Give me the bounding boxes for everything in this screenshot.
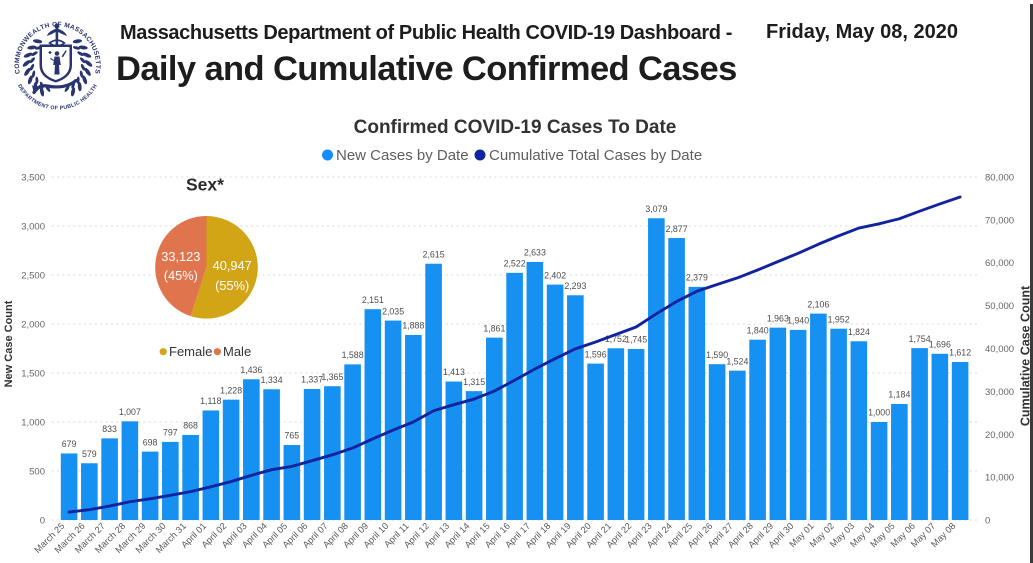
svg-text:1,184: 1,184 <box>888 390 910 400</box>
svg-text:1,500: 1,500 <box>21 369 45 380</box>
svg-text:868: 868 <box>183 421 198 431</box>
svg-text:30,000: 30,000 <box>985 387 1014 398</box>
svg-text:Cumulative Total Cases by Date: Cumulative Total Cases by Date <box>489 147 702 164</box>
svg-text:1,413: 1,413 <box>443 367 465 377</box>
svg-text:Confirmed COVID-19 Cases To Da: Confirmed COVID-19 Cases To Date <box>354 117 677 138</box>
svg-text:1,596: 1,596 <box>585 349 607 359</box>
svg-text:3,079: 3,079 <box>645 204 667 214</box>
svg-text:2,500: 2,500 <box>21 271 45 282</box>
svg-text:Sex*: Sex* <box>186 175 224 195</box>
svg-text:2,522: 2,522 <box>504 259 526 269</box>
svg-text:1,007: 1,007 <box>119 407 141 417</box>
svg-text:0: 0 <box>985 516 990 527</box>
svg-text:(55%): (55%) <box>215 278 249 293</box>
svg-text:New Cases by Date: New Cases by Date <box>336 147 469 164</box>
svg-text:1,940: 1,940 <box>787 316 809 326</box>
svg-text:0: 0 <box>40 516 45 527</box>
svg-text:797: 797 <box>163 428 178 438</box>
svg-text:2,293: 2,293 <box>564 281 586 291</box>
svg-text:833: 833 <box>102 424 117 434</box>
svg-text:1,118: 1,118 <box>200 396 221 406</box>
svg-text:Male: Male <box>223 344 251 359</box>
svg-text:579: 579 <box>82 449 97 459</box>
svg-text:698: 698 <box>143 437 158 447</box>
svg-text:33,123: 33,123 <box>161 249 200 264</box>
svg-text:1,952: 1,952 <box>828 314 850 324</box>
svg-text:80,000: 80,000 <box>985 173 1014 184</box>
svg-text:1,840: 1,840 <box>747 325 769 335</box>
svg-text:60,000: 60,000 <box>985 258 1014 269</box>
svg-text:1,861: 1,861 <box>483 323 505 333</box>
svg-text:2,106: 2,106 <box>807 299 829 309</box>
svg-text:1,228: 1,228 <box>220 385 242 395</box>
svg-text:1,745: 1,745 <box>625 335 647 345</box>
svg-text:2,402: 2,402 <box>544 270 566 280</box>
svg-text:2,877: 2,877 <box>666 224 688 234</box>
svg-text:1,754: 1,754 <box>909 334 931 344</box>
svg-text:70,000: 70,000 <box>985 215 1014 226</box>
svg-text:1,524: 1,524 <box>726 356 748 366</box>
svg-text:1,888: 1,888 <box>402 321 424 331</box>
svg-text:1,436: 1,436 <box>240 365 262 375</box>
svg-text:2,379: 2,379 <box>686 273 708 283</box>
svg-text:1,696: 1,696 <box>929 339 951 349</box>
svg-text:1,612: 1,612 <box>949 348 971 358</box>
svg-text:2,633: 2,633 <box>524 248 546 258</box>
svg-text:Female: Female <box>169 344 212 359</box>
svg-text:500: 500 <box>29 467 45 478</box>
svg-text:3,500: 3,500 <box>21 173 45 184</box>
svg-text:Cumulative Case Count: Cumulative Case Count <box>1019 285 1033 426</box>
svg-text:1,000: 1,000 <box>21 418 45 429</box>
svg-text:2,000: 2,000 <box>21 320 45 331</box>
svg-text:679: 679 <box>62 439 77 449</box>
svg-text:10,000: 10,000 <box>985 473 1014 484</box>
svg-text:New Case Count: New Case Count <box>3 300 15 387</box>
svg-text:3,000: 3,000 <box>21 222 45 233</box>
svg-text:1,000: 1,000 <box>868 408 890 418</box>
svg-text:40,947: 40,947 <box>213 258 252 273</box>
svg-text:1,337: 1,337 <box>301 375 323 385</box>
svg-text:20,000: 20,000 <box>985 430 1014 441</box>
svg-text:1,365: 1,365 <box>321 372 343 382</box>
svg-text:(45%): (45%) <box>164 268 198 283</box>
svg-text:1,963: 1,963 <box>767 313 789 323</box>
svg-text:1,590: 1,590 <box>706 350 728 360</box>
svg-text:2,151: 2,151 <box>362 295 384 305</box>
svg-text:2,035: 2,035 <box>382 306 404 316</box>
svg-text:1,824: 1,824 <box>848 327 870 337</box>
svg-text:1,588: 1,588 <box>342 350 364 360</box>
svg-text:50,000: 50,000 <box>985 301 1014 312</box>
svg-text:40,000: 40,000 <box>985 344 1014 355</box>
svg-text:765: 765 <box>285 431 300 441</box>
svg-text:1,752: 1,752 <box>605 334 627 344</box>
svg-text:1,315: 1,315 <box>463 377 485 387</box>
svg-text:1,334: 1,334 <box>261 375 283 385</box>
svg-text:2,615: 2,615 <box>423 249 445 259</box>
